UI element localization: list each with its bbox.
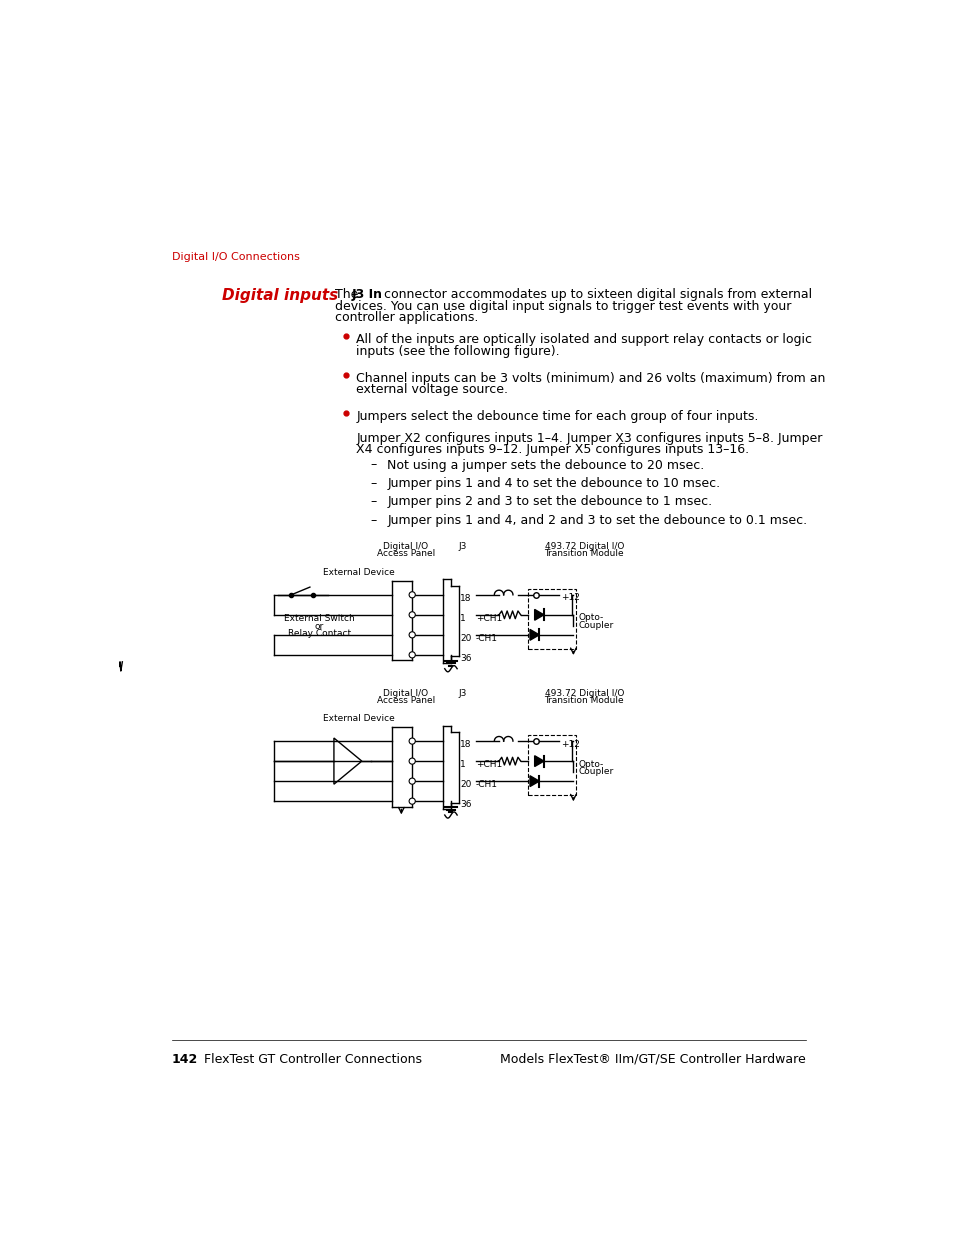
Circle shape	[409, 739, 415, 745]
Text: +12: +12	[560, 593, 579, 603]
Text: or: or	[314, 621, 323, 631]
Polygon shape	[534, 609, 543, 620]
Text: 36: 36	[459, 800, 471, 809]
Text: External Switch: External Switch	[284, 614, 355, 622]
Text: 20: 20	[459, 781, 471, 789]
Text: The: The	[335, 288, 362, 301]
Circle shape	[409, 652, 415, 658]
Text: Access Panel: Access Panel	[376, 550, 435, 558]
Text: external voltage source.: external voltage source.	[356, 383, 508, 396]
Text: Relay Contact: Relay Contact	[288, 630, 351, 638]
Circle shape	[409, 778, 415, 784]
Text: 18: 18	[459, 594, 471, 603]
Circle shape	[409, 758, 415, 764]
Text: +CH1: +CH1	[476, 614, 501, 622]
Text: Access Panel: Access Panel	[376, 695, 435, 705]
Text: –: –	[370, 477, 376, 490]
Text: –: –	[370, 458, 376, 472]
Text: Transition Module: Transition Module	[544, 695, 623, 705]
Text: Digital I/O: Digital I/O	[383, 542, 428, 552]
Text: X4 configures inputs 9–12. Jumper X5 configures inputs 13–16.: X4 configures inputs 9–12. Jumper X5 con…	[356, 443, 749, 456]
Circle shape	[409, 632, 415, 638]
Text: Digital inputs: Digital inputs	[222, 288, 338, 304]
Text: +12: +12	[560, 740, 579, 748]
Text: Models FlexTest® IIm/GT/SE Controller Hardware: Models FlexTest® IIm/GT/SE Controller Ha…	[499, 1053, 805, 1066]
Text: 1: 1	[459, 761, 465, 769]
Text: Not using a jumper sets the debounce to 20 msec.: Not using a jumper sets the debounce to …	[387, 458, 704, 472]
Text: 142: 142	[172, 1053, 198, 1066]
Text: FlexTest GT Controller Connections: FlexTest GT Controller Connections	[192, 1053, 421, 1066]
Text: Jumper pins 1 and 4, and 2 and 3 to set the debounce to 0.1 msec.: Jumper pins 1 and 4, and 2 and 3 to set …	[387, 514, 806, 527]
Bar	[528, 735, 576, 795]
Text: Coupler: Coupler	[578, 767, 613, 777]
Text: 1: 1	[459, 614, 465, 622]
Text: connector accommodates up to sixteen digital signals from external: connector accommodates up to sixteen dig…	[379, 288, 811, 301]
Text: External Device: External Device	[323, 568, 395, 577]
Text: 36: 36	[459, 655, 471, 663]
Text: Channel inputs can be 3 volts (minimum) and 26 volts (maximum) from an: Channel inputs can be 3 volts (minimum) …	[356, 372, 825, 384]
Text: Jumper X2 configures inputs 1–4. Jumper X3 configures inputs 5–8. Jumper: Jumper X2 configures inputs 1–4. Jumper …	[356, 431, 821, 445]
Text: +CH1: +CH1	[476, 761, 501, 769]
Text: J3: J3	[457, 689, 466, 698]
Polygon shape	[530, 776, 538, 787]
Text: Jumpers select the debounce time for each group of four inputs.: Jumpers select the debounce time for eac…	[356, 410, 758, 424]
Text: 493.72 Digital I/O: 493.72 Digital I/O	[544, 542, 623, 552]
Text: 18: 18	[459, 740, 471, 750]
Text: devices. You can use digital input signals to trigger test events with your: devices. You can use digital input signa…	[335, 300, 790, 312]
Text: Transition Module: Transition Module	[544, 550, 623, 558]
Text: J3: J3	[457, 542, 466, 552]
Text: J3 In: J3 In	[352, 288, 382, 301]
Text: Opto-: Opto-	[578, 614, 602, 622]
Text: -CH1: -CH1	[476, 781, 497, 789]
Text: –: –	[370, 514, 376, 527]
Circle shape	[409, 798, 415, 804]
Text: Digital I/O Connections: Digital I/O Connections	[172, 252, 299, 262]
Text: Coupler: Coupler	[578, 621, 613, 630]
Text: inputs (see the following figure).: inputs (see the following figure).	[356, 345, 559, 358]
Text: External Device: External Device	[323, 714, 395, 724]
Text: All of the inputs are optically isolated and support relay contacts or logic: All of the inputs are optically isolated…	[356, 333, 812, 346]
Circle shape	[409, 611, 415, 618]
Polygon shape	[534, 756, 543, 767]
Text: 20: 20	[459, 634, 471, 643]
Polygon shape	[530, 630, 538, 640]
Text: –: –	[370, 495, 376, 509]
Text: Digital I/O: Digital I/O	[383, 689, 428, 698]
Text: 493.72 Digital I/O: 493.72 Digital I/O	[544, 689, 623, 698]
Circle shape	[409, 592, 415, 598]
Text: -CH1: -CH1	[476, 634, 497, 643]
Text: controller applications.: controller applications.	[335, 311, 477, 325]
Text: Jumper pins 1 and 4 to set the debounce to 10 msec.: Jumper pins 1 and 4 to set the debounce …	[387, 477, 720, 490]
Bar	[528, 589, 576, 648]
Text: Jumper pins 2 and 3 to set the debounce to 1 msec.: Jumper pins 2 and 3 to set the debounce …	[387, 495, 712, 509]
Text: Opto-: Opto-	[578, 760, 602, 768]
